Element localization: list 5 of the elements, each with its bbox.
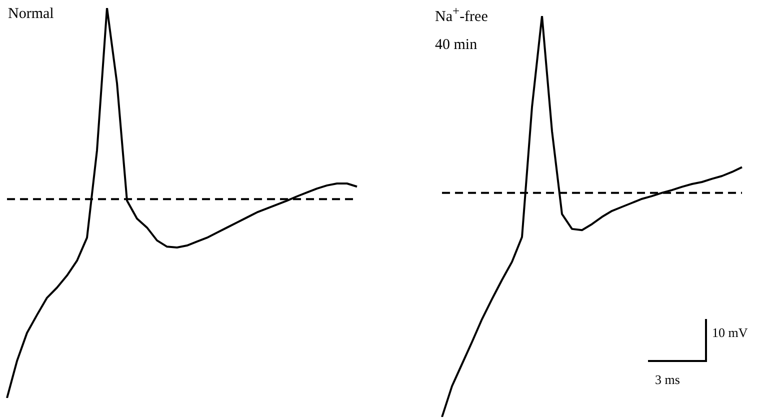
annotation: 10 mV [712,325,748,341]
annotation: 3 ms [655,372,680,388]
chart-title: Normal [8,6,54,23]
chart-title: Na$^{+}$-free [435,4,488,26]
text: 40 min [435,37,478,54]
